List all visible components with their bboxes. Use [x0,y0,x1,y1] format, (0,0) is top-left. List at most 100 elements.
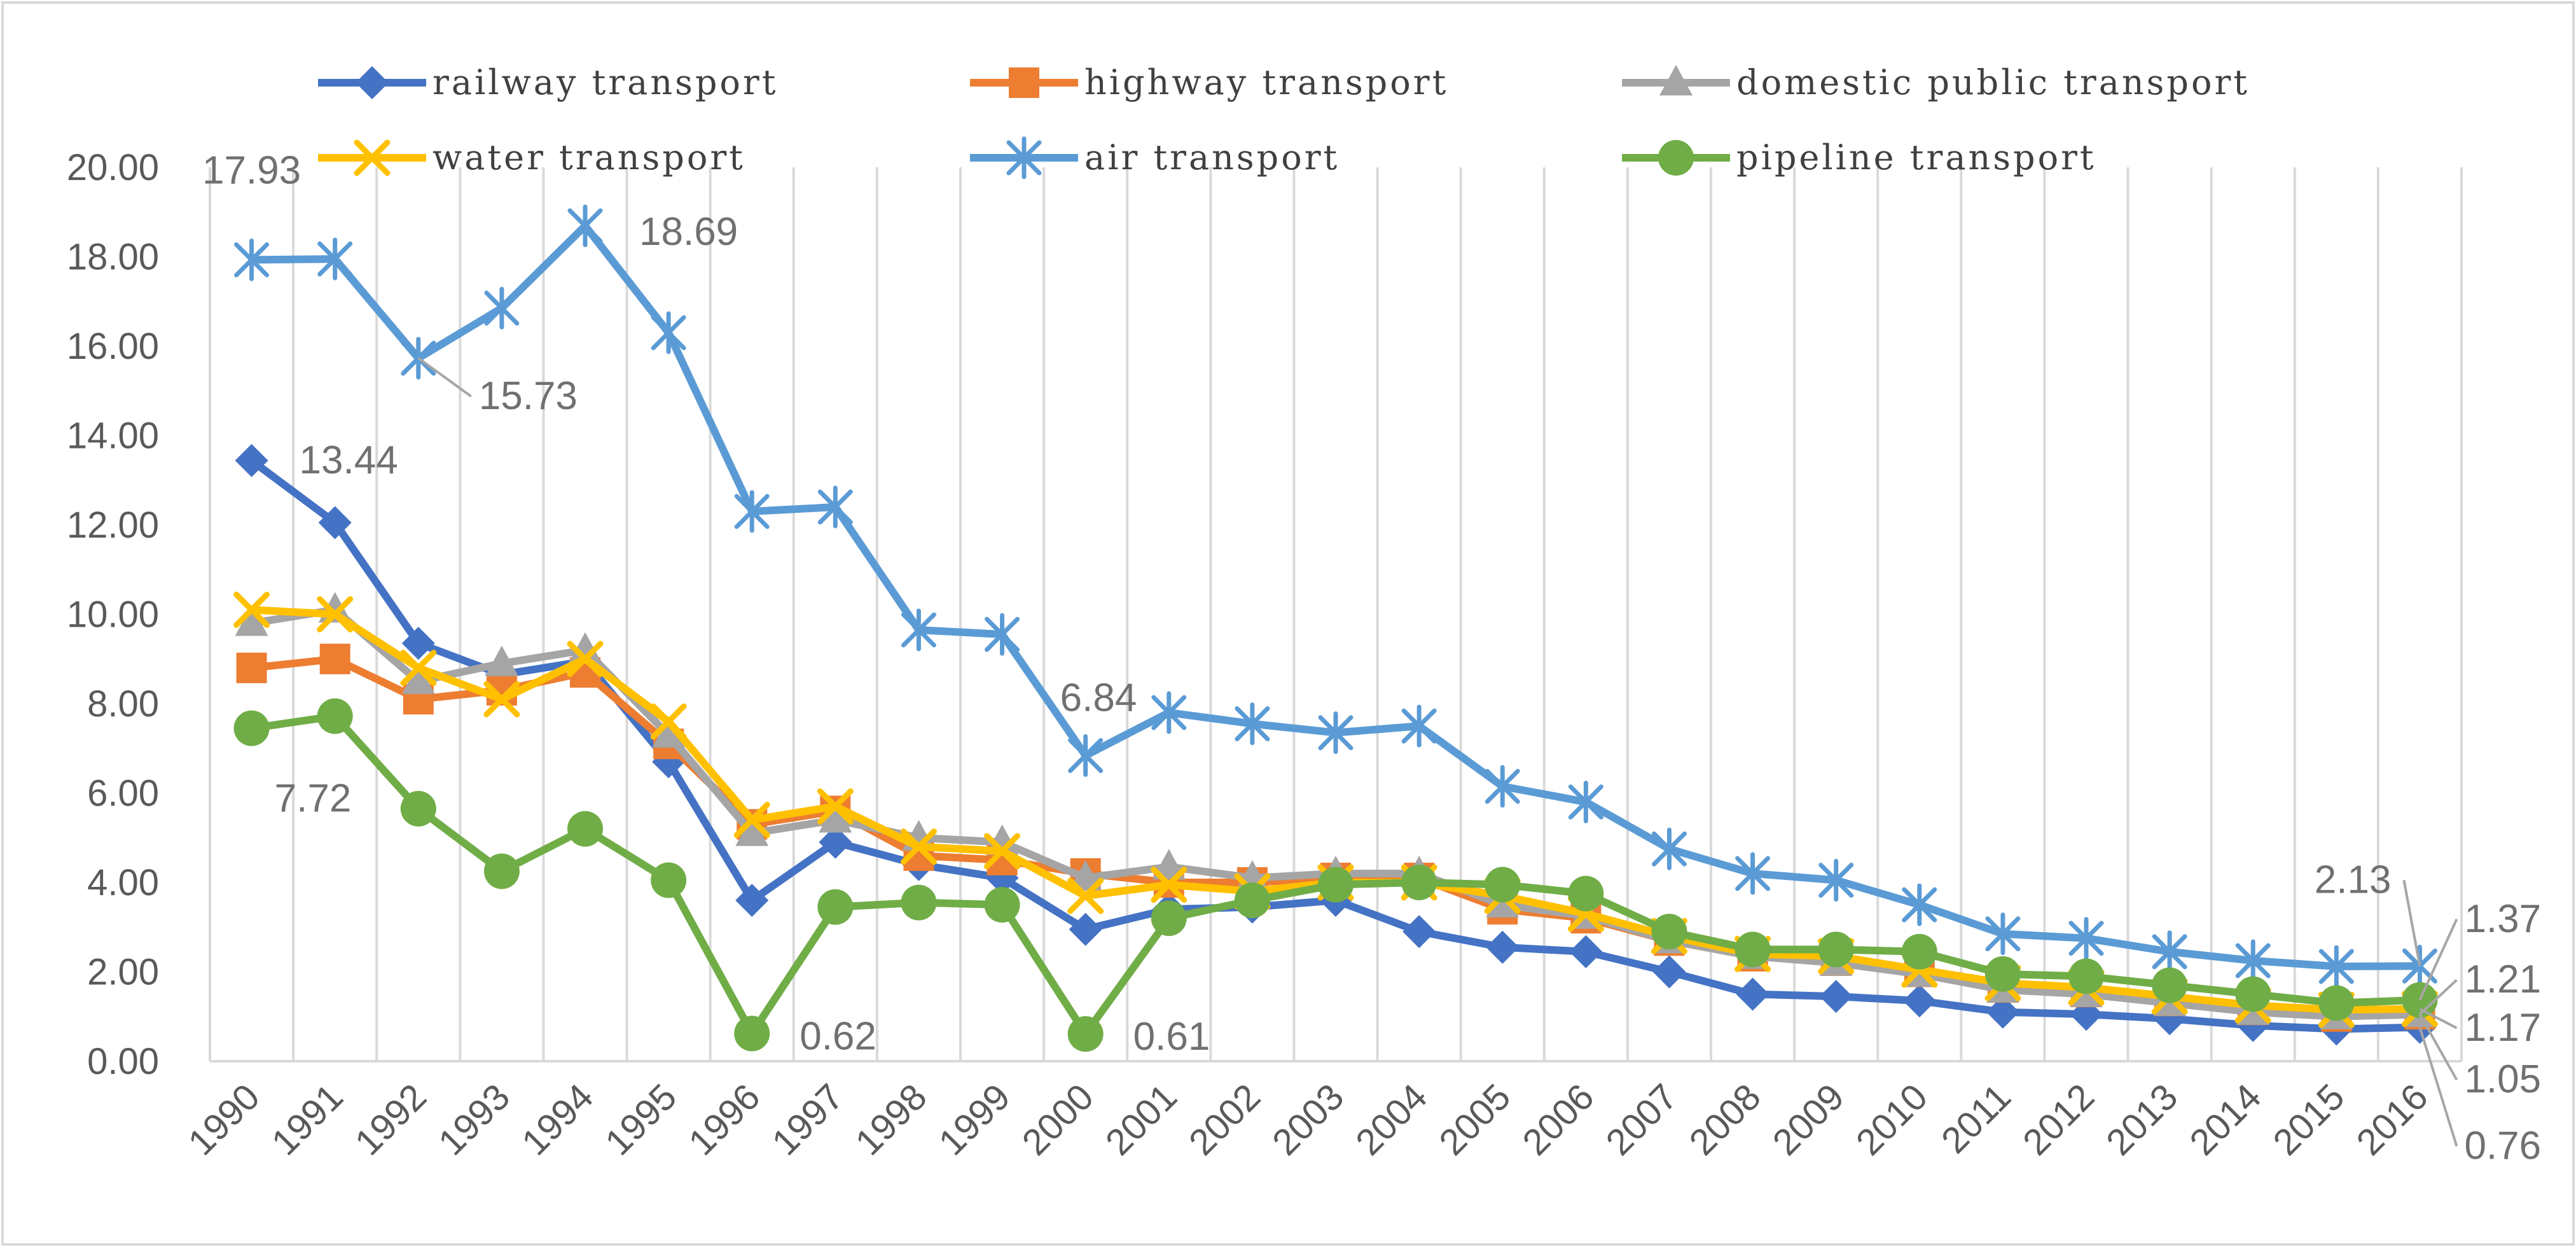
marker-triangle [819,802,852,833]
marker-x-stroke [733,802,770,839]
marker-circle [2235,976,2271,1012]
marker-diamond [401,627,435,660]
marker-diamond [1986,995,2019,1029]
marker-asterisk [901,608,936,651]
marker-asterisk [2068,917,2104,960]
marker-x [400,650,437,686]
marker-x [1151,867,1188,903]
marker-circle [984,887,1020,923]
marker-diamond [1486,930,1520,964]
marker-circle [901,884,937,921]
legend: railway transport highway transport domest… [318,62,2250,179]
marker-asterisk [734,490,770,533]
marker-circle [1651,914,1687,950]
marker-asterisk [1151,691,1187,734]
marker-circle [1401,865,1437,900]
marker-circle [817,889,854,925]
data-label: 6.84 [1060,676,1137,720]
y-tick-label: 16.00 [67,326,159,367]
marker-circle [1658,140,1694,176]
marker-circle [1901,933,1937,970]
marker-diamond [1736,977,1769,1011]
marker-circle [1735,931,1771,968]
marker-x [650,703,687,740]
legend-label: air transport [1084,137,1340,178]
label-leader-line [2418,1014,2458,1081]
data-labels: 17.93 18.69 15.73 13.44 7.72 6.84 0.62 0.61 2.13… [202,148,2541,1167]
marker-circle [651,862,687,898]
marker-diamond [819,825,852,859]
marker-diamond [235,443,268,477]
marker-x [567,641,604,678]
marker-x-stroke [817,788,854,825]
marker-x [354,139,391,176]
marker-circle [317,698,353,734]
legend-item-air-transport: air transport [970,136,1340,179]
data-label: 7.72 [275,777,352,821]
marker-diamond [1652,955,1686,989]
series-group [233,204,2438,1052]
marker-circle [1818,931,1854,968]
marker-triangle [735,815,769,846]
y-tick-label: 12.00 [67,505,159,546]
legend-label: pipeline transport [1736,137,2096,178]
marker-asterisk [1568,781,1603,824]
marker-triangle [1152,849,1186,880]
marker-asterisk [1235,702,1270,746]
marker-x-stroke [567,641,604,678]
marker-diamond [318,506,352,540]
marker-x [984,833,1021,870]
marker-diamond [356,66,389,99]
marker-diamond [735,884,769,917]
marker-x [733,802,770,839]
y-tick-label: 4.00 [87,862,159,903]
marker-triangle [1069,860,1102,891]
y-tick-label: 14.00 [67,415,159,457]
marker-triangle [401,663,435,694]
marker-square [1009,67,1039,98]
marker-x-stroke [400,650,437,686]
marker-circle [567,811,603,847]
marker-asterisk [1651,827,1687,870]
marker-circle [233,710,270,746]
marker-circle [1984,956,2021,993]
data-label: 15.73 [479,374,578,418]
legend-item-highway-transport: highway transport [970,62,1448,102]
marker-x-stroke [1151,867,1188,903]
legend-label: highway transport [1084,62,1448,102]
data-label: 1.37 [2464,897,2541,941]
marker-x-stroke [483,681,520,718]
marker-asterisk [651,311,686,354]
marker-x-stroke [1067,877,1104,914]
marker-x-stroke [900,828,937,865]
marker-x-stroke [984,833,1021,870]
marker-asterisk [2235,939,2271,982]
marker-diamond [1569,935,1603,968]
data-label: 18.69 [639,210,738,254]
marker-circle [1485,867,1521,903]
marker-asterisk [1068,734,1104,777]
marker-circle [2152,967,2188,1003]
data-label: 0.76 [2464,1124,2541,1168]
y-tick-label: 0.00 [87,1041,159,1082]
marker-asterisk [1006,136,1042,179]
marker-x-stroke [233,591,270,628]
marker-triangle [569,632,602,663]
legend-label: water transport [433,137,745,178]
y-tick-label: 8.00 [87,683,159,725]
legend-label: domestic public transport [1736,62,2250,102]
marker-circle [1067,1016,1104,1052]
marker-x [817,788,854,825]
marker-triangle [652,717,686,748]
marker-x [233,591,270,628]
marker-asterisk [817,485,853,529]
label-leader-line [2419,1008,2458,1029]
label-leader-line [2402,880,2421,966]
marker-asterisk [1318,711,1354,755]
marker-asterisk [234,238,270,281]
marker-circle [1318,867,1354,903]
data-label: 2.13 [2315,858,2392,902]
data-label: 13.44 [300,438,398,482]
marker-circle [2068,958,2104,994]
marker-circle [483,853,520,889]
